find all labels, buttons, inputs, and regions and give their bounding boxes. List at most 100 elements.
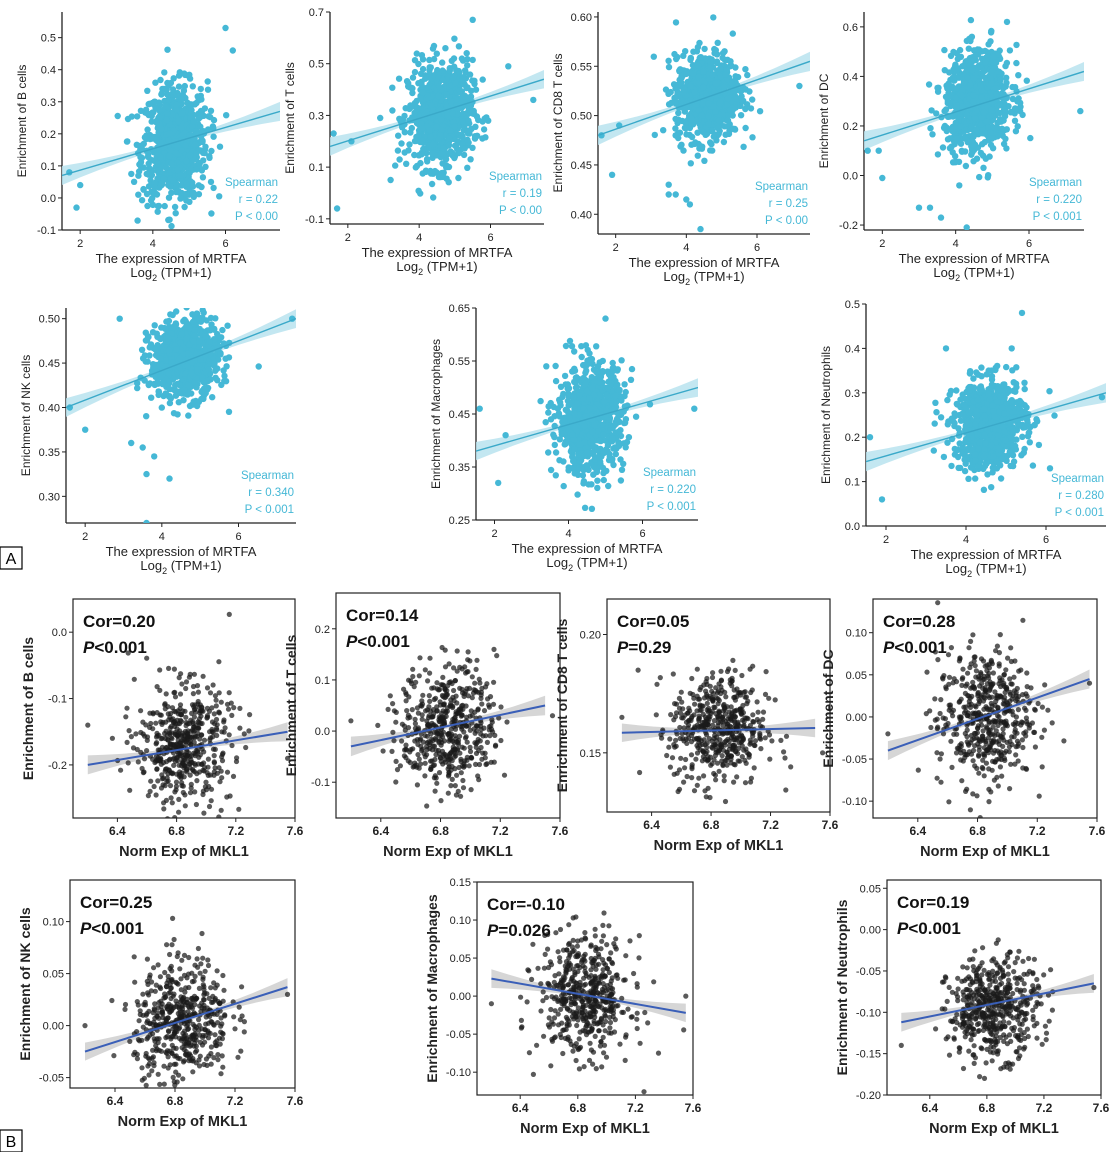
points-group [66,24,236,230]
x-axis-label: The expression of MRTFA [106,544,257,559]
data-point [627,376,635,383]
data-point [742,66,749,73]
data-point [167,311,174,318]
data-point [464,136,471,143]
data-point [217,351,224,358]
data-point [195,315,202,323]
data-point [430,194,437,201]
fit-line [864,70,1084,142]
data-point [377,114,384,122]
x-axis-label-secondary: Log2 (TPM+1) [130,265,211,283]
data-point [193,402,201,410]
data-point [147,341,155,348]
data-point [740,143,747,150]
data-point [988,135,995,142]
data-point [551,441,558,449]
data-point [437,116,445,123]
data-point [987,38,994,45]
data-point [439,76,447,84]
data-point [675,109,682,117]
data-point [579,472,587,479]
data-point [724,117,732,124]
data-point [449,110,456,117]
data-point [933,110,940,117]
data-point [148,394,155,401]
data-point [934,151,942,158]
data-point [600,398,608,405]
data-point [174,143,181,151]
data-point [965,45,972,52]
data-point [219,326,226,334]
data-point [928,107,935,114]
stats-label: P < 0.00 [765,215,808,227]
y-tick-label: 0.4 [843,71,858,83]
data-point [428,102,435,109]
data-point [151,189,159,196]
data-point [182,370,189,377]
data-point [200,309,207,316]
data-point [1012,128,1020,135]
data-point [583,387,591,395]
data-point [167,395,174,402]
data-point [417,190,424,197]
y-tick-label: 0.1 [41,161,56,173]
data-point [424,158,431,165]
data-point [138,346,146,353]
data-point [435,92,442,100]
data-point [594,484,601,492]
data-point [151,322,158,329]
data-point [560,430,567,437]
stats-label: r = 0.22 [239,194,278,206]
y-tick-label: 0.25 [449,515,470,527]
data-point [427,134,434,141]
data-point [612,392,619,400]
x-tick-label: 2 [82,531,88,543]
data-point [195,182,202,189]
data-point [715,117,722,124]
data-point [178,182,185,189]
data-point [191,141,199,148]
data-point [575,451,582,458]
data-point [580,374,587,382]
data-point [418,120,425,127]
data-point [608,456,615,463]
data-point [576,392,583,399]
data-point [166,130,173,137]
data-point [982,74,989,82]
stats-label: P < 0.001 [1033,211,1082,223]
data-point [158,91,165,98]
x-axis-label-log: Log [663,269,685,284]
y-axis-label: Enrichment of CD8 T cells [551,54,565,193]
data-point [695,107,703,114]
data-point [144,202,151,210]
data-point [980,164,987,171]
data-point [171,323,178,330]
x-tick-label: 4 [159,531,165,543]
data-point [699,100,706,107]
y-axis-label: Enrichment of B cells [15,65,29,178]
data-point [994,119,1001,126]
data-point [949,159,957,166]
data-point [134,113,141,120]
data-point [409,89,416,97]
data-point [952,94,959,101]
data-point [152,79,159,86]
data-point [998,125,1006,132]
data-point [216,193,223,200]
data-point [721,48,728,55]
data-point [537,397,544,405]
data-point [505,63,512,70]
data-point [950,76,957,84]
data-point [728,80,736,88]
x-axis-label-log: Log [140,558,162,573]
stats-label: Spearman [755,181,808,193]
data-point [212,315,219,322]
data-point [208,147,215,155]
data-point [562,342,570,350]
data-point [399,116,407,124]
data-point [148,112,155,120]
data-point [552,449,560,456]
data-point [1027,134,1034,142]
data-point [167,183,174,190]
data-point [463,84,470,92]
